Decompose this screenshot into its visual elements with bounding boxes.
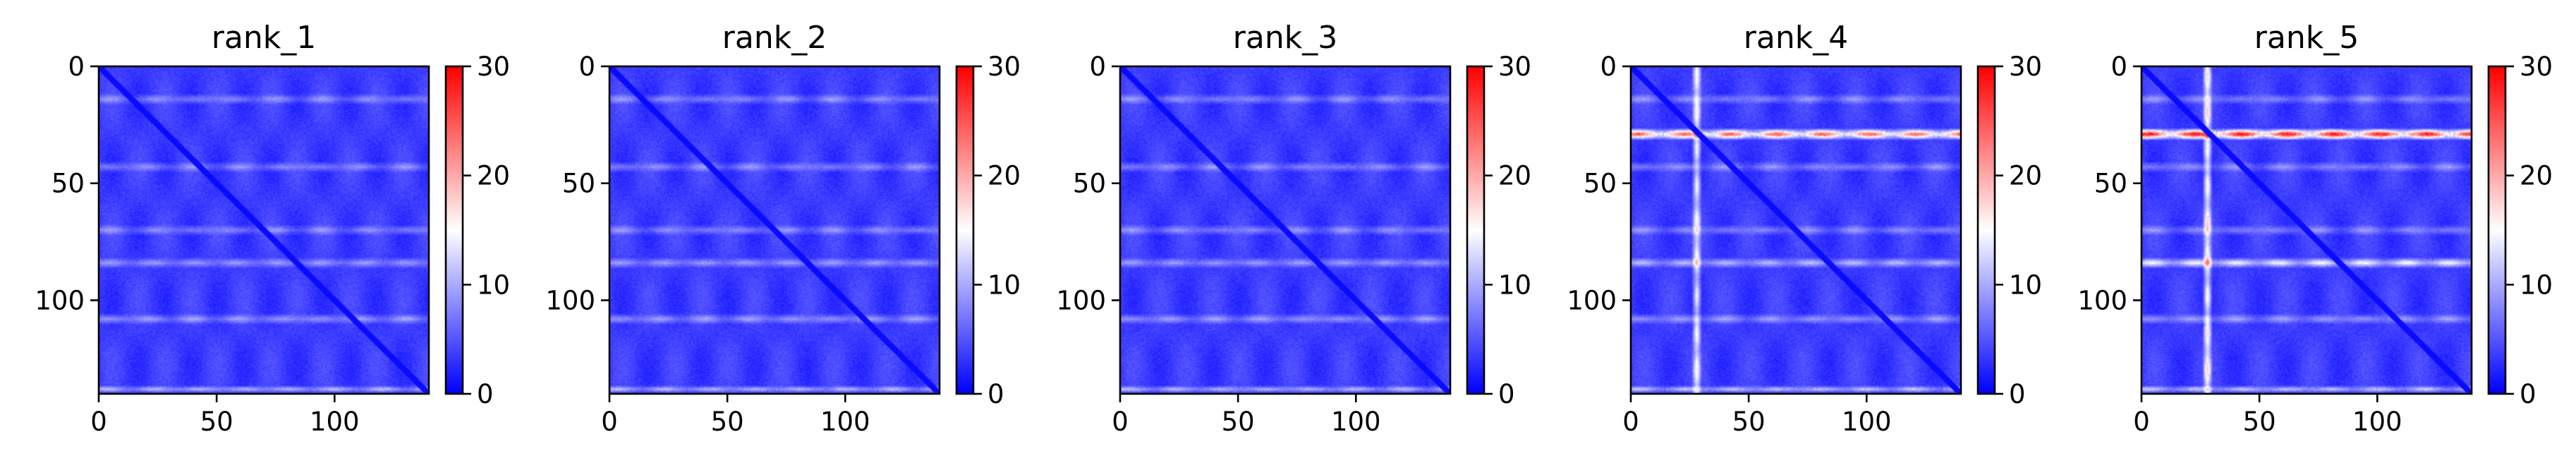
colorbar-tick-label: 20 — [2009, 161, 2042, 191]
y-tick-label: 0 — [1089, 52, 1106, 82]
y-tick-label: 50 — [1073, 169, 1106, 199]
heatmap-panel-4: rank_4 0 50 100 0 50 100 0 10 20 30 — [1567, 20, 2042, 437]
y-tick-label: 50 — [51, 169, 85, 199]
colorbar — [956, 66, 973, 394]
colorbar-tick-label: 30 — [2009, 52, 2042, 82]
x-tick-label: 0 — [90, 407, 107, 437]
heatmap-frame — [608, 65, 941, 395]
panel-title: rank_3 — [1233, 20, 1337, 56]
colorbar-tick-label: 20 — [2520, 161, 2553, 191]
x-tick-label: 0 — [1112, 407, 1129, 437]
x-tick-label: 50 — [711, 407, 744, 437]
heatmap-panel-3: rank_3 0 50 100 0 50 100 0 10 20 30 — [1056, 20, 1531, 437]
x-tick-label: 0 — [1622, 407, 1639, 437]
colorbar-tick-label: 30 — [477, 52, 510, 82]
x-tick-label: 100 — [310, 407, 360, 437]
colorbar-tick-label: 10 — [477, 270, 510, 300]
colorbar-tick-label: 30 — [988, 52, 1021, 82]
colorbar-tick-label: 10 — [2520, 270, 2553, 300]
x-tick-label: 50 — [1222, 407, 1255, 437]
panel-title: rank_2 — [722, 20, 827, 56]
colorbar-frame — [2487, 65, 2507, 395]
heatmap-frame — [97, 65, 430, 395]
heatmap-panel-2: rank_2 0 50 100 0 50 100 0 10 20 30 — [545, 20, 1021, 437]
y-tick-label: 100 — [35, 285, 85, 315]
y-tick-label: 50 — [562, 169, 595, 199]
heatmap-frame — [2140, 65, 2473, 395]
x-tick-label: 50 — [2243, 407, 2276, 437]
colorbar-tick-label: 30 — [2520, 52, 2553, 82]
colorbar-tick-label: 0 — [477, 379, 494, 409]
x-tick-label: 100 — [2352, 407, 2402, 437]
colorbar-tick-label: 0 — [1498, 379, 1515, 409]
y-tick-label: 0 — [68, 52, 85, 82]
heatmap-image — [1120, 66, 1450, 394]
panel-title: rank_1 — [212, 20, 316, 56]
heatmap-image — [609, 66, 940, 394]
colorbar — [2489, 66, 2505, 394]
colorbar-frame — [444, 65, 464, 395]
heatmap-frame — [1119, 65, 1452, 395]
y-tick-label: 100 — [1056, 285, 1106, 315]
x-tick-label: 0 — [2133, 407, 2150, 437]
colorbar-tick-label: 20 — [988, 161, 1021, 191]
x-tick-label: 50 — [1732, 407, 1766, 437]
colorbar-tick-label: 10 — [2009, 270, 2042, 300]
y-tick-label: 100 — [1567, 285, 1617, 315]
x-tick-label: 100 — [1331, 407, 1381, 437]
y-tick-label: 100 — [545, 285, 595, 315]
x-tick-label: 100 — [1842, 407, 1892, 437]
colorbar-frame — [1976, 65, 1996, 395]
panel-title: rank_5 — [2254, 20, 2359, 56]
colorbar-tick-label: 0 — [2009, 379, 2026, 409]
y-tick-label: 0 — [2110, 52, 2127, 82]
y-tick-label: 0 — [578, 52, 595, 82]
x-tick-label: 100 — [820, 407, 870, 437]
y-tick-label: 100 — [2077, 285, 2127, 315]
colorbar — [446, 66, 463, 394]
colorbar-frame — [955, 65, 975, 395]
heatmap-frame — [1629, 65, 1962, 395]
colorbar-tick-label: 10 — [1498, 270, 1531, 300]
colorbar-tick-label: 0 — [988, 379, 1004, 409]
heatmap-panel-1: rank_1 0 50 100 0 50 100 0 10 20 30 — [35, 20, 510, 437]
x-tick-label: 0 — [601, 407, 618, 437]
colorbar-tick-label: 0 — [2520, 379, 2536, 409]
heatmap-image — [1631, 66, 1961, 394]
colorbar-tick-label: 20 — [1498, 161, 1531, 191]
x-tick-label: 50 — [200, 407, 233, 437]
colorbar — [1978, 66, 1995, 394]
heatmap-image — [99, 66, 429, 394]
colorbar-tick-label: 10 — [988, 270, 1021, 300]
heatmap-panel-5: rank_5 0 50 100 0 50 100 0 10 20 30 — [2077, 20, 2553, 437]
y-tick-label: 50 — [1584, 169, 1617, 199]
heatmap-image — [2141, 66, 2472, 394]
y-tick-label: 50 — [2094, 169, 2127, 199]
y-tick-label: 0 — [1600, 52, 1617, 82]
colorbar-tick-label: 30 — [1498, 52, 1531, 82]
colorbar-frame — [1466, 65, 1486, 395]
colorbar-tick-label: 20 — [477, 161, 510, 191]
panel-title: rank_4 — [1744, 20, 1848, 56]
colorbar — [1467, 66, 1484, 394]
